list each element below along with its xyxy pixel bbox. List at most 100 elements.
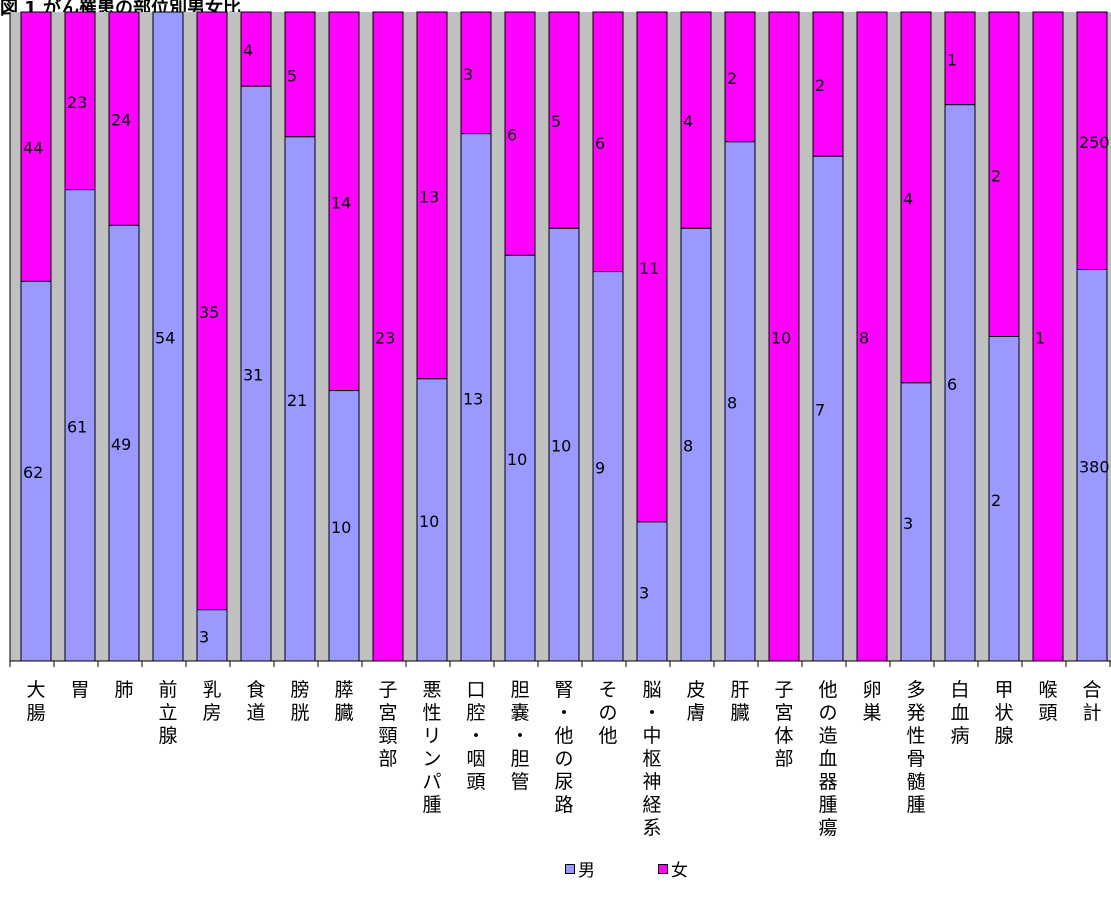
label-male-9: 10 xyxy=(419,512,439,531)
label-female-2: 24 xyxy=(111,111,131,130)
bar-female-7 xyxy=(328,11,360,392)
label-female-14: 11 xyxy=(639,259,659,278)
label-male-6: 21 xyxy=(287,391,307,410)
category-label-0-char-0: 大 xyxy=(26,679,45,701)
category-label-11-char-4: 管 xyxy=(510,771,529,793)
category-label-6-char-0: 膀 xyxy=(290,679,309,701)
label-female-1: 23 xyxy=(67,93,87,112)
category-label-15-char-1: 膚 xyxy=(686,702,705,724)
bar-male-16 xyxy=(724,141,756,662)
category-label-14-char-4: 神 xyxy=(642,771,661,793)
label-male-14: 3 xyxy=(639,583,649,602)
category-label-9-char-1: 性 xyxy=(422,702,441,724)
bar-male-15 xyxy=(680,227,712,662)
label-male-4: 3 xyxy=(199,627,209,646)
label-female-17: 10 xyxy=(771,329,791,348)
category-label-18-char-4: 器 xyxy=(818,771,837,793)
category-label-4-char-0: 乳 xyxy=(202,679,221,701)
category-label-9-char-2: リ xyxy=(422,725,441,747)
category-label-21-char-2: 病 xyxy=(950,725,969,747)
bar-female-20 xyxy=(900,11,932,384)
category-label-14-char-0: 脳 xyxy=(642,679,661,701)
category-label-24-char-1: 計 xyxy=(1082,702,1101,724)
category-label-7-char-0: 膵 xyxy=(334,679,353,701)
category-label-19-char-1: 巣 xyxy=(862,702,881,724)
label-male-10: 13 xyxy=(463,389,483,408)
legend: 男 女 xyxy=(0,856,1111,886)
category-label-3-char-0: 前 xyxy=(158,679,177,701)
legend-swatch-male xyxy=(565,863,575,874)
label-female-19: 8 xyxy=(859,329,869,348)
category-label-12-char-5: 路 xyxy=(554,794,573,816)
category-label-21-char-1: 血 xyxy=(950,702,969,724)
category-label-9-char-0: 悪 xyxy=(422,679,441,701)
label-male-13: 9 xyxy=(595,458,605,477)
label-male-7: 10 xyxy=(331,518,351,537)
label-male-2: 49 xyxy=(111,435,131,454)
category-label-17-char-3: 部 xyxy=(774,748,793,770)
category-label-15-char-0: 皮 xyxy=(686,679,705,701)
legend-item-female: 女 xyxy=(658,856,688,881)
bar-female-17 xyxy=(768,11,800,662)
label-female-10: 3 xyxy=(463,65,473,84)
label-female-5: 4 xyxy=(243,41,253,60)
category-label-24-char-0: 合 xyxy=(1082,679,1101,701)
bar-male-13 xyxy=(592,271,624,662)
category-label-19-char-0: 卵 xyxy=(862,679,881,701)
label-male-1: 61 xyxy=(67,417,87,436)
category-label-13-char-2: 他 xyxy=(598,725,617,747)
category-label-18-char-0: 他 xyxy=(818,679,837,701)
bar-male-10 xyxy=(460,133,492,662)
category-label-20-char-4: 髄 xyxy=(906,771,925,793)
label-female-22: 2 xyxy=(991,166,1001,185)
label-female-16: 2 xyxy=(727,69,737,88)
legend-label-male: 男 xyxy=(578,861,595,881)
bar-male-7 xyxy=(328,390,360,662)
label-female-7: 14 xyxy=(331,193,351,212)
category-label-12-char-1: ・ xyxy=(554,702,573,724)
category-label-8-char-2: 頸 xyxy=(378,725,397,747)
category-label-5-char-0: 食 xyxy=(246,679,265,701)
legend-swatch-female xyxy=(658,863,668,874)
category-label-8-char-1: 宮 xyxy=(378,702,397,724)
bar-female-13 xyxy=(592,11,624,273)
category-label-11-char-0: 胆 xyxy=(510,679,529,701)
category-label-12-char-0: 腎 xyxy=(554,679,573,701)
label-female-13: 6 xyxy=(595,134,605,153)
bar-female-11 xyxy=(504,11,536,256)
bar-female-19 xyxy=(856,11,888,662)
category-label-17-char-1: 宮 xyxy=(774,702,793,724)
category-label-10-char-0: 口 xyxy=(466,679,485,701)
bar-male-12 xyxy=(548,227,580,662)
bar-male-14 xyxy=(636,521,668,662)
category-label-10-char-1: 腔 xyxy=(466,702,485,724)
category-label-9-char-3: ン xyxy=(422,748,441,770)
category-label-14-char-2: 中 xyxy=(642,725,661,747)
label-female-18: 2 xyxy=(815,76,825,95)
category-label-13-char-1: の xyxy=(598,702,617,724)
category-label-2-char-0: 肺 xyxy=(114,679,133,701)
category-label-22-char-0: 甲 xyxy=(994,679,1013,701)
category-label-6-char-1: 胱 xyxy=(290,702,309,724)
category-label-22-char-1: 状 xyxy=(994,702,1013,724)
label-male-22: 2 xyxy=(991,491,1001,510)
category-label-21-char-0: 白 xyxy=(950,679,969,701)
category-label-18-char-6: 瘍 xyxy=(818,817,837,839)
category-label-20-char-2: 性 xyxy=(906,725,925,747)
category-label-17-char-2: 体 xyxy=(774,725,793,747)
category-label-7-char-1: 臓 xyxy=(334,702,353,724)
label-male-15: 8 xyxy=(683,437,693,456)
label-female-8: 23 xyxy=(375,329,395,348)
bar-female-16 xyxy=(724,11,756,143)
category-label-12-char-3: の xyxy=(554,748,573,770)
label-female-12: 5 xyxy=(551,112,561,131)
category-label-0-char-1: 腸 xyxy=(26,702,45,724)
category-label-11-char-1: 嚢 xyxy=(510,702,529,724)
category-label-17-char-0: 子 xyxy=(774,679,793,701)
label-female-9: 13 xyxy=(419,187,439,206)
category-label-5-char-1: 道 xyxy=(246,702,265,724)
bar-female-6 xyxy=(284,11,316,138)
category-label-13-char-0: そ xyxy=(598,679,617,701)
legend-label-female: 女 xyxy=(671,861,688,881)
label-male-12: 10 xyxy=(551,437,571,456)
